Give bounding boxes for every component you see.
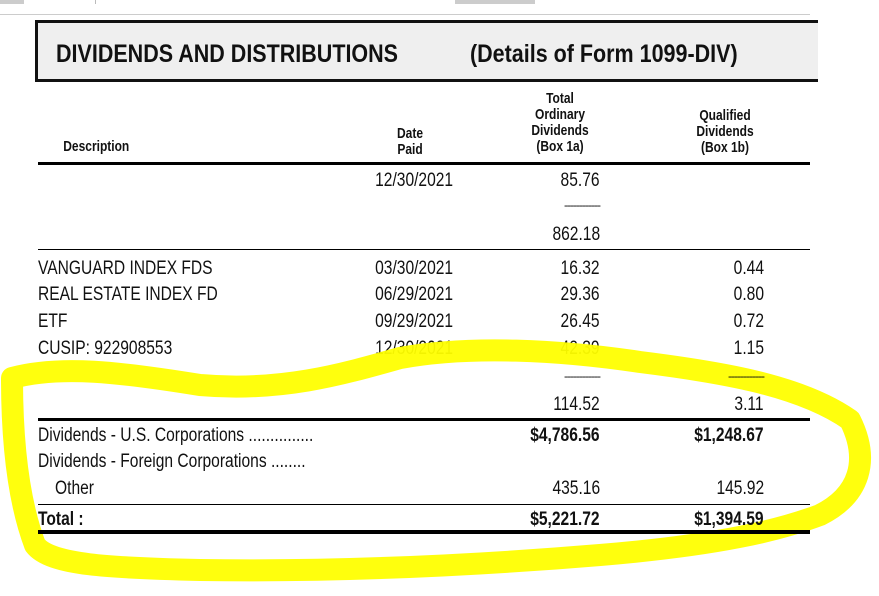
box1b-cell: 0.44 <box>733 258 764 279</box>
box1a-cell: 85.76 <box>561 170 600 191</box>
box1b-cell: 1.15 <box>733 338 764 359</box>
summary-rule <box>38 418 810 421</box>
subtotal-box1a: 862.18 <box>552 224 600 245</box>
separator-box1b: ------------ <box>728 369 765 383</box>
box1b-cell: 0.80 <box>733 284 764 305</box>
box1a-cell: 26.45 <box>561 311 600 332</box>
us-box1b: $1,248.67 <box>694 425 764 446</box>
other-box1b: 145.92 <box>716 478 764 499</box>
section-title: DIVIDENDS AND DISTRIBUTIONS <box>56 40 399 68</box>
box1b-cell: 0.72 <box>733 311 764 332</box>
subtotal-box1a: 114.52 <box>553 394 600 415</box>
box1a-cell: 16.32 <box>561 258 600 279</box>
date-cell: 03/30/2021 <box>375 258 453 279</box>
us-corporations-label: Dividends - U.S. Corporations ..........… <box>38 425 314 446</box>
description-cell: REAL ESTATE INDEX FD <box>38 284 218 305</box>
other-box1a: 435.16 <box>552 478 600 499</box>
total-rule <box>38 504 810 505</box>
header-rule <box>38 162 810 165</box>
separator-box1a: ------------ <box>564 369 601 383</box>
header-date-paid: Date Paid <box>396 125 423 158</box>
other-label: Other <box>55 478 94 499</box>
subtotal-box1b: 3.11 <box>734 394 764 415</box>
bottom-rule <box>38 530 810 534</box>
date-cell: 09/29/2021 <box>375 311 453 332</box>
total-box1b: $1,394.59 <box>694 509 764 530</box>
total-box1a: $5,221.72 <box>530 509 600 530</box>
header-description: Description <box>63 138 130 155</box>
date-cell: 12/30/2021 <box>375 170 453 191</box>
header-box1a: Total Ordinary Dividends (Box 1a) <box>531 90 589 155</box>
us-box1a: $4,786.56 <box>530 425 600 446</box>
separator: ------------ <box>564 198 601 212</box>
foreign-corporations-label: Dividends - Foreign Corporations .......… <box>38 451 306 472</box>
description-cell: ETF <box>38 311 68 332</box>
total-label: Total : <box>38 509 84 530</box>
section-subtitle: (Details of Form 1099-DIV) <box>470 40 738 68</box>
group-rule <box>38 249 810 250</box>
date-cell: 06/29/2021 <box>375 284 453 305</box>
description-cell: CUSIP: 922908553 <box>38 338 173 359</box>
title-box: DIVIDENDS AND DISTRIBUTIONS (Details of … <box>35 20 818 82</box>
description-cell: VANGUARD INDEX FDS <box>38 258 213 279</box>
box1a-cell: 29.36 <box>561 284 600 305</box>
header-box1b: Qualified Dividends (Box 1b) <box>696 107 754 156</box>
